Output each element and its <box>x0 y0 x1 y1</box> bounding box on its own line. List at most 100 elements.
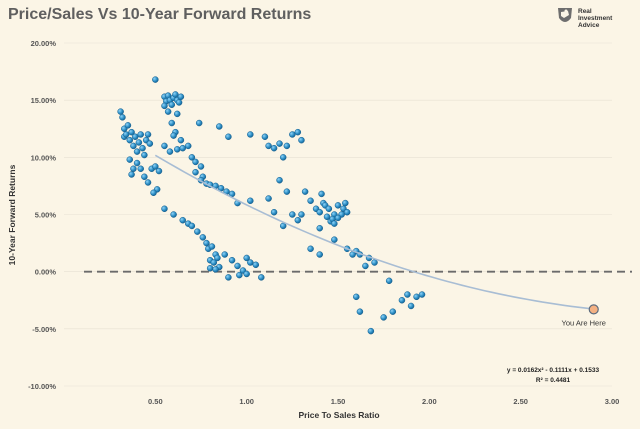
data-point <box>195 119 203 127</box>
data-point <box>168 119 176 127</box>
data-point <box>122 131 130 138</box>
y-tick-label: 0.00% <box>35 268 57 277</box>
data-point <box>389 308 397 315</box>
data-point <box>184 142 192 150</box>
data-point <box>294 216 302 224</box>
x-tick-label: 2.00 <box>422 397 437 406</box>
data-point <box>135 139 143 146</box>
x-axis-ticks: 0.50 1.00 1.50 2.00 2.50 3.00 <box>148 397 619 406</box>
data-point <box>316 251 323 258</box>
chart-title: Price/Sales Vs 10-Year Forward Returns <box>8 6 312 23</box>
y-tick-label: -10.00% <box>28 382 56 391</box>
data-point <box>342 199 349 207</box>
data-point <box>247 131 254 138</box>
y-axis-label: 10-Year Forward Returns <box>7 164 17 265</box>
data-point <box>174 146 181 153</box>
data-point <box>270 144 278 152</box>
data-point <box>234 262 241 270</box>
data-point <box>141 151 148 159</box>
brand-logo: Real Investment Advice <box>556 6 636 36</box>
data-point <box>131 133 139 141</box>
y-axis-ticks: 20.00% 15.00% 10.00% 5.00% 0.00% -5.00% -10.00… <box>28 39 56 391</box>
y-tick-label: -5.00% <box>32 325 56 334</box>
data-point <box>177 136 185 144</box>
current-value-label: You Are Here <box>562 318 606 327</box>
data-point <box>276 140 283 147</box>
data-point <box>170 211 177 218</box>
data-point <box>168 101 176 108</box>
data-point <box>210 259 218 266</box>
brand-line-3: Advice <box>578 22 600 29</box>
data-point <box>294 128 302 136</box>
data-point <box>265 142 272 150</box>
data-point <box>398 297 406 304</box>
data-point <box>316 224 323 232</box>
data-point <box>418 291 426 298</box>
data-point <box>307 197 314 205</box>
data-point <box>301 188 309 195</box>
data-point <box>179 216 186 224</box>
data-point <box>316 208 323 216</box>
data-point <box>175 99 183 106</box>
data-point <box>144 131 152 138</box>
y-tick-label: 10.00% <box>31 153 57 162</box>
data-point <box>161 205 168 213</box>
data-point <box>128 128 135 136</box>
data-point <box>194 228 201 235</box>
data-point <box>404 291 411 298</box>
data-point <box>216 123 223 130</box>
data-point <box>353 293 360 301</box>
data-point <box>356 308 364 315</box>
data-point <box>192 168 199 176</box>
data-point <box>197 163 205 170</box>
data-point <box>334 214 342 222</box>
data-point <box>380 314 387 321</box>
data-point <box>276 176 283 184</box>
data-point <box>150 189 157 197</box>
data-point <box>247 259 254 266</box>
data-point <box>225 133 232 141</box>
data-point <box>298 136 305 144</box>
data-point <box>258 274 265 281</box>
data-point <box>137 131 144 138</box>
data-point <box>133 159 141 167</box>
data-point <box>362 262 369 270</box>
data-point <box>126 136 134 144</box>
data-point <box>208 243 216 250</box>
r-squared-label: R² = 0.4481 <box>536 377 571 384</box>
data-point <box>252 261 260 269</box>
data-point <box>228 256 236 264</box>
data-point <box>139 144 146 152</box>
data-point <box>367 327 375 335</box>
data-point <box>117 108 124 115</box>
data-point <box>172 91 179 98</box>
data-point <box>243 270 250 278</box>
data-point <box>331 220 338 227</box>
data-point <box>141 173 148 181</box>
data-point <box>371 259 378 266</box>
data-point <box>331 236 338 243</box>
data-point <box>164 108 172 115</box>
data-point <box>334 202 342 209</box>
data-point <box>413 293 420 301</box>
data-point <box>298 211 305 218</box>
data-point <box>385 277 393 285</box>
data-point <box>279 154 287 161</box>
data-point <box>166 148 174 155</box>
x-tick-label: 3.00 <box>605 397 620 406</box>
data-point <box>225 274 232 281</box>
data-point <box>407 302 415 310</box>
y-tick-label: 15.00% <box>31 96 57 105</box>
data-point <box>126 156 134 163</box>
x-tick-label: 0.50 <box>148 397 163 406</box>
grid-lines <box>64 42 612 387</box>
data-point <box>325 205 333 213</box>
current-value-marker <box>588 304 599 315</box>
data-point <box>155 167 163 175</box>
x-axis-label: Price To Sales Ratio <box>298 410 379 420</box>
data-point <box>144 179 152 186</box>
data-point <box>179 144 186 152</box>
data-point <box>203 239 210 247</box>
data-point <box>236 271 243 279</box>
data-point <box>130 165 137 173</box>
